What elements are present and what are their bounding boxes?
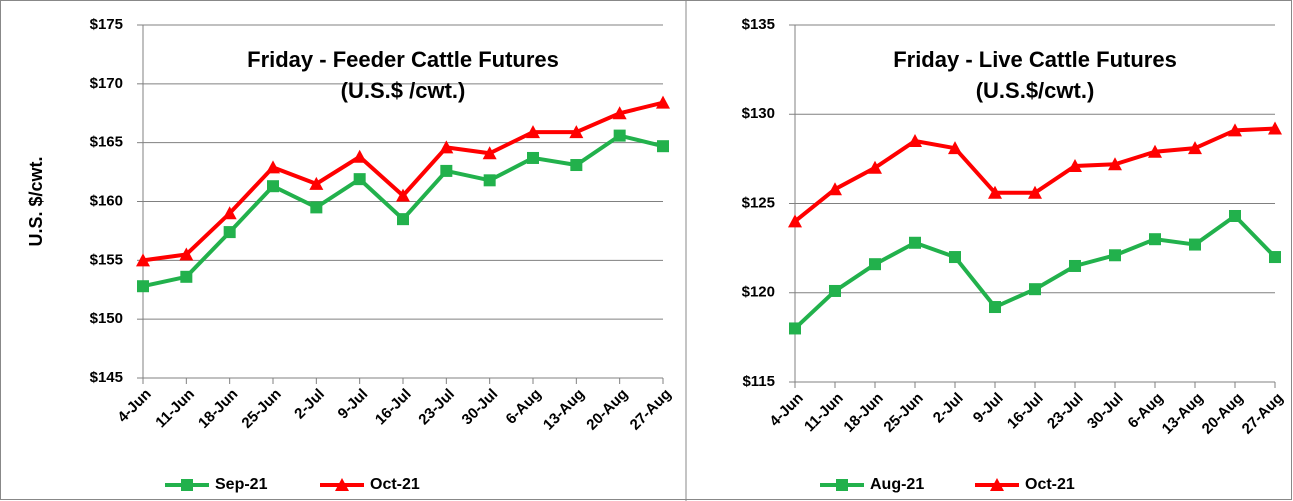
y-tick-label: $155 [90, 251, 123, 268]
y-tick-label: $160 [90, 192, 123, 209]
marker [137, 280, 149, 293]
marker [267, 180, 279, 193]
marker [789, 322, 801, 335]
marker [1148, 144, 1162, 158]
marker [396, 188, 410, 202]
marker [397, 213, 409, 226]
marker [1109, 249, 1121, 262]
marker [1188, 141, 1202, 155]
marker [1189, 238, 1201, 251]
marker [136, 253, 150, 267]
marker [836, 479, 848, 491]
marker [180, 270, 193, 283]
marker [869, 258, 881, 271]
marker [335, 478, 349, 491]
marker [1269, 251, 1281, 264]
marker [989, 301, 1001, 314]
legend-label: Oct-21 [1025, 476, 1075, 493]
marker [179, 247, 194, 261]
marker [909, 236, 921, 249]
y-axis-label: U.S. $/cwt. [26, 156, 46, 246]
y-tick-label: $120 [742, 284, 775, 301]
y-tick-label: $165 [90, 134, 123, 151]
marker [657, 140, 669, 153]
marker [526, 125, 540, 139]
legend-label: Oct-21 [370, 476, 420, 493]
marker [1149, 233, 1161, 246]
marker [948, 141, 962, 155]
marker [266, 160, 280, 174]
marker [868, 160, 882, 174]
marker [527, 151, 539, 164]
marker [988, 185, 1002, 199]
chart-subtitle: (U.S.$/cwt.) [976, 78, 1095, 103]
y-tick-label: $115 [742, 373, 775, 390]
marker [1068, 159, 1082, 173]
marker [352, 149, 367, 163]
marker [1228, 123, 1242, 137]
marker [788, 214, 802, 228]
marker [310, 201, 323, 214]
marker [1028, 185, 1042, 199]
legend-label: Sep-21 [215, 476, 268, 493]
marker [1069, 259, 1081, 272]
legend-label: Aug-21 [870, 476, 924, 493]
y-tick-label: $175 [90, 16, 123, 33]
marker [222, 206, 237, 220]
marker [990, 478, 1004, 491]
marker [1029, 283, 1041, 296]
y-tick-label: $145 [90, 369, 123, 386]
y-tick-label: $135 [742, 16, 775, 33]
chart-title: Friday - Live Cattle Futures [893, 47, 1177, 72]
y-tick-label: $150 [90, 310, 123, 327]
marker [439, 140, 454, 154]
marker [828, 182, 842, 196]
marker [656, 95, 670, 109]
marker [949, 251, 961, 264]
y-tick-label: $130 [742, 105, 775, 122]
marker [613, 129, 626, 142]
marker [1108, 157, 1122, 171]
marker [1268, 121, 1282, 135]
marker [570, 159, 583, 172]
marker [353, 173, 366, 186]
marker [483, 174, 496, 187]
marker [482, 146, 497, 160]
marker [181, 479, 193, 491]
marker [908, 134, 922, 148]
chart-subtitle: (U.S.$ /cwt.) [341, 78, 466, 103]
marker [309, 176, 324, 190]
marker [1229, 209, 1241, 222]
marker [829, 284, 841, 297]
y-tick-label: $125 [742, 194, 775, 211]
y-tick-label: $170 [90, 75, 123, 92]
marker [223, 226, 236, 239]
marker [612, 106, 627, 120]
marker [440, 164, 453, 177]
chart-title: Friday - Feeder Cattle Futures [247, 47, 559, 72]
marker [569, 125, 584, 139]
